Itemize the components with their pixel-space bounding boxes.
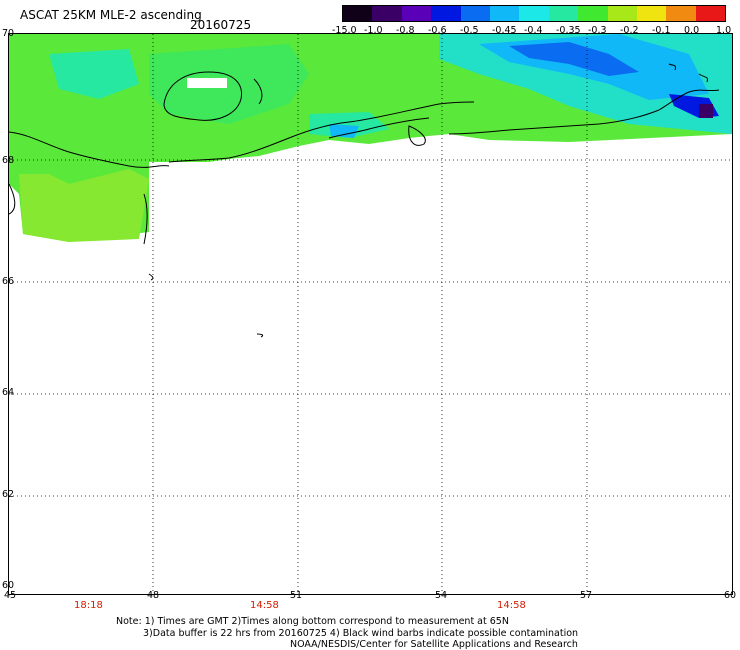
color-scale-label: -0.4 (524, 25, 543, 36)
coastline-pechora (168, 101, 475, 163)
coastline-pechora-inner (328, 117, 430, 139)
coastline-peninsula (408, 125, 426, 146)
color-scale-label: -0.2 (620, 25, 639, 36)
color-scale-segment (607, 6, 637, 21)
color-scale-segment (578, 6, 608, 21)
color-scale-segment (431, 6, 461, 21)
color-scale-segment (460, 6, 490, 21)
map-area (8, 33, 733, 595)
color-scale-label: -0.35 (556, 25, 581, 36)
color-scale-label: -0.45 (492, 25, 517, 36)
coastline-cheshskaya-bay (163, 71, 243, 121)
coastline-white-sea (143, 193, 148, 245)
lat-label-66: 66 (2, 276, 15, 287)
color-scale-label: -0.3 (588, 25, 607, 36)
swath-blue-area (509, 42, 639, 76)
color-scale-segment (695, 6, 726, 21)
coastline-kanin-tip (253, 78, 263, 105)
coastline-island-2 (698, 73, 708, 83)
color-scale-label: 0.0 (684, 25, 700, 36)
swath-gap (187, 78, 227, 88)
coastline-island-1 (668, 63, 676, 71)
lon-label-57: 57 (580, 590, 593, 601)
map-canvas (9, 34, 732, 594)
swath-purple-cell (699, 104, 713, 118)
color-scale-segment (401, 6, 432, 21)
color-scale-label: -0.8 (396, 25, 415, 36)
note-line-2: 3)Data buffer is 22 hrs from 20160725 4)… (143, 628, 579, 639)
lon-label-45: 45 (4, 590, 17, 601)
coastline-west (9, 131, 170, 168)
swath-coastal-blue-patch (329, 124, 359, 138)
note-line-3: NOAA/NESDIS/Center for Satellite Applica… (290, 639, 578, 650)
color-scale-label: -0.5 (460, 25, 479, 36)
lat-label-68: 68 (2, 155, 15, 166)
lat-label-64: 64 (2, 387, 15, 398)
coastline-small-island (148, 273, 154, 281)
swath-field (9, 34, 732, 242)
lat-label-70: 70 (2, 28, 15, 39)
color-scale-segment (666, 6, 696, 21)
swath-light-green-patch (19, 169, 149, 242)
swath-green-patch (149, 44, 309, 124)
coastline-east (658, 89, 720, 111)
lon-label-51: 51 (290, 590, 303, 601)
coastlines (9, 63, 720, 338)
color-scale-bar (342, 5, 726, 22)
map-date: 20160725 (190, 18, 252, 32)
lat-label-60: 60 (2, 580, 15, 591)
color-scale-label: -0.6 (428, 25, 447, 36)
color-scale-label: -1.0 (364, 25, 383, 36)
lon-label-48: 48 (147, 590, 160, 601)
time-label-2: 14:58 (250, 600, 279, 611)
color-scale-segment (372, 6, 402, 21)
color-scale-segment (489, 6, 520, 21)
color-scale-segment (548, 6, 579, 21)
color-scale-label: -15.0 (332, 25, 357, 36)
lon-label-60: 60 (724, 590, 737, 601)
time-label-3: 14:58 (497, 600, 526, 611)
lon-label-54: 54 (435, 590, 448, 601)
color-scale-segment (636, 6, 667, 21)
grid-lines (9, 34, 732, 594)
lat-label-62: 62 (2, 489, 15, 500)
color-scale-segment (519, 6, 549, 21)
color-scale-label: 1.0 (716, 25, 732, 36)
note-line-1: Note: 1) Times are GMT 2)Times along bot… (116, 616, 509, 627)
color-scale-label: -0.1 (652, 25, 671, 36)
color-scale-labels: -15.0 -1.0 -0.8 -0.6 -0.5 -0.45 -0.4 -0.35 -0.3 -… (326, 25, 740, 39)
coastline-west-edge (9, 183, 16, 215)
color-scale-segment (343, 6, 373, 21)
map-title: ASCAT 25KM MLE-2 ascending (20, 8, 202, 22)
time-label-1: 18:18 (74, 600, 103, 611)
swath-west-teal-patch (49, 49, 139, 99)
coastline-lake (256, 333, 264, 338)
coastline-yamal (448, 109, 660, 135)
